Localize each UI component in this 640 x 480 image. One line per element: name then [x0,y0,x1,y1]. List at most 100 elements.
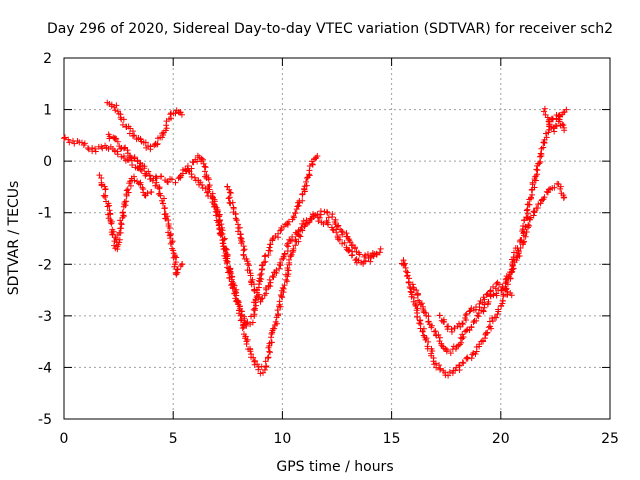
data-point [106,207,113,214]
data-point [227,270,234,277]
data-point [445,372,452,379]
data-point [517,244,524,251]
series-track-c [105,131,186,278]
data-point [520,239,527,246]
x-tick-label: 20 [492,431,510,447]
data-point [102,186,109,193]
data-point [544,189,551,196]
data-point [117,114,124,121]
data-point [520,222,527,229]
data-point [459,321,466,328]
data-point [170,247,177,254]
data-point [114,243,121,250]
data-point [114,151,121,158]
data-point [268,339,275,346]
data-point [362,252,369,259]
data-point [258,296,265,303]
data-point [239,325,246,332]
data-point [188,165,195,172]
data-point [526,215,533,222]
axes [63,57,611,420]
data-point [484,329,491,336]
data-point [489,318,496,325]
data-point [156,185,163,192]
series-track-h [409,180,568,357]
data-point [120,116,127,123]
data-point [227,200,234,207]
data-point [123,187,130,194]
data-point [173,270,180,277]
data-point [404,272,411,279]
data-point [351,245,358,252]
data-point [302,178,309,185]
data-point [205,176,212,183]
data-point [237,317,244,324]
data-point [154,140,161,147]
data-point [120,209,127,216]
data-point [203,189,210,196]
data-point [274,307,281,314]
data-point [65,136,72,143]
data-point [131,154,138,161]
data-point [510,265,517,272]
data-point [437,366,444,373]
data-point [299,220,306,227]
data-point [112,107,119,114]
data-point [225,269,232,276]
data-point [157,173,164,180]
data-point [530,208,537,215]
data-point [266,276,273,283]
data-point [324,209,331,216]
data-point [493,314,500,321]
data-point [276,265,283,272]
data-point [108,220,115,227]
series-track-i [436,279,515,335]
data-point [545,186,552,193]
data-point [167,111,174,118]
x-tick-label: 25 [601,431,619,447]
data-point [163,125,170,132]
data-point [238,240,245,247]
data-point [436,312,443,319]
data-point [506,271,513,278]
data-point [483,291,490,298]
data-point [225,195,232,202]
data-point [236,224,243,231]
data-point [227,282,234,289]
data-point [117,146,124,153]
data-point [541,105,548,112]
data-point [98,182,105,189]
data-point [521,238,528,245]
data-point [262,358,269,365]
data-point [284,221,291,228]
data-point [347,238,354,245]
data-point [119,121,126,128]
data-point [421,334,428,341]
data-point [223,260,230,267]
data-point [253,302,260,309]
data-point [266,244,273,251]
data-point [317,208,324,215]
data-point [114,138,121,145]
data-point [116,236,123,243]
data-point [338,228,345,235]
data-point [99,145,106,152]
data-point [269,236,276,243]
data-point [257,370,264,377]
data-point [509,262,516,269]
data-point [537,200,544,207]
data-point [217,230,224,237]
data-point [428,324,435,331]
data-point [553,123,560,130]
data-point [473,317,480,324]
data-point [339,231,346,238]
data-point [285,218,292,225]
data-point [261,259,268,266]
y-tick-label: 1 [43,103,52,119]
data-point [452,345,459,352]
data-point [227,189,234,196]
series-track-f [224,183,380,305]
data-point [165,217,172,224]
data-point [403,268,410,275]
